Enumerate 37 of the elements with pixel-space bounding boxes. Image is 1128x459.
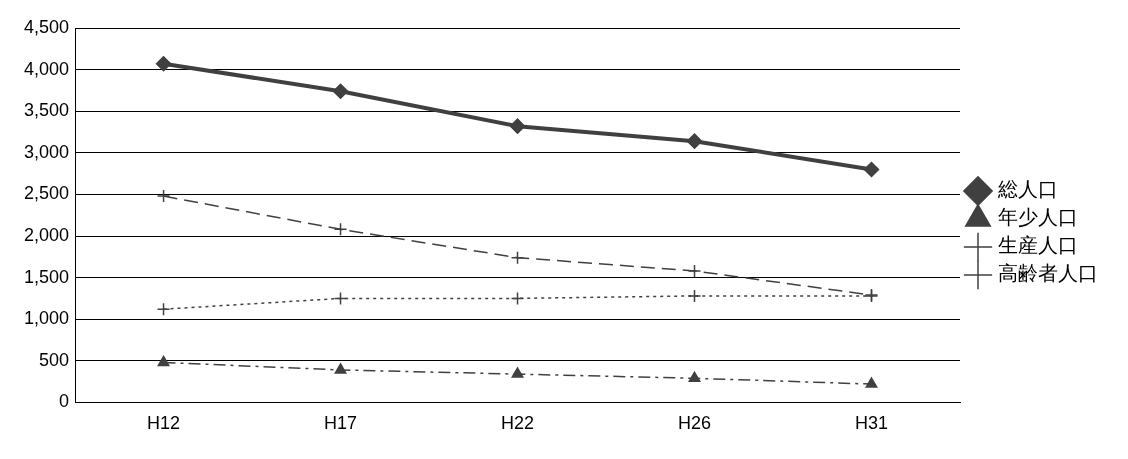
point bbox=[511, 367, 524, 378]
x-tick-label: H22 bbox=[501, 413, 535, 434]
y-tick-label: 3,500 bbox=[24, 100, 70, 121]
y-tick-label: 4,500 bbox=[24, 16, 70, 37]
x-tick-label: H31 bbox=[854, 413, 889, 434]
point bbox=[688, 371, 701, 383]
y-tick-label: 4,000 bbox=[24, 58, 70, 79]
y-tick-label: 3,000 bbox=[24, 141, 70, 162]
y-tick-label: 2,000 bbox=[24, 224, 70, 245]
legend-label: 総人口 bbox=[997, 177, 1058, 202]
y-tick-label: 500 bbox=[39, 349, 70, 370]
y-tick-label: 0 bbox=[59, 391, 70, 412]
point bbox=[509, 118, 526, 134]
x-tick-label: H17 bbox=[324, 413, 358, 434]
point bbox=[865, 377, 878, 388]
point bbox=[333, 291, 348, 306]
point bbox=[333, 222, 348, 237]
x-tick-label: H12 bbox=[147, 413, 181, 434]
point bbox=[155, 56, 172, 72]
point bbox=[156, 302, 171, 316]
point bbox=[334, 363, 347, 374]
y-tick-label: 1,500 bbox=[24, 266, 70, 287]
point bbox=[510, 250, 525, 265]
point bbox=[686, 133, 703, 149]
point bbox=[687, 264, 702, 278]
legend-label: 高齢者人口 bbox=[998, 261, 1098, 286]
y-tick-label: 2,500 bbox=[24, 183, 70, 204]
legend-label: 年少人口 bbox=[998, 205, 1078, 230]
legend-label: 生産人口 bbox=[998, 233, 1078, 258]
point bbox=[510, 291, 525, 306]
y-tick-label: 1,000 bbox=[24, 308, 70, 329]
point bbox=[332, 83, 349, 99]
point bbox=[687, 289, 702, 303]
point bbox=[157, 355, 170, 367]
point bbox=[863, 161, 880, 178]
point bbox=[156, 189, 171, 203]
x-tick-label: H26 bbox=[678, 413, 712, 434]
